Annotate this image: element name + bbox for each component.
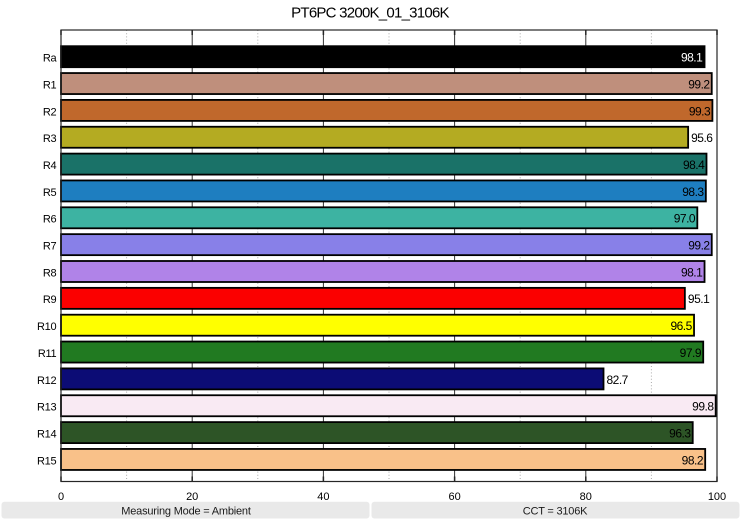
svg-text:97.0: 97.0 [674, 212, 696, 226]
svg-text:20: 20 [186, 491, 198, 503]
svg-text:Ra: Ra [43, 53, 58, 65]
svg-text:100: 100 [708, 491, 726, 503]
svg-text:R2: R2 [43, 106, 57, 118]
svg-text:R9: R9 [43, 294, 57, 306]
svg-text:99.3: 99.3 [689, 104, 711, 118]
svg-text:98.2: 98.2 [682, 453, 704, 467]
svg-text:R6: R6 [43, 214, 57, 226]
svg-text:97.9: 97.9 [680, 346, 702, 360]
svg-text:99.2: 99.2 [688, 239, 710, 253]
svg-text:CCT = 3106K: CCT = 3106K [523, 506, 588, 518]
svg-text:R14: R14 [37, 429, 56, 441]
svg-text:98.1: 98.1 [681, 265, 703, 279]
svg-text:80: 80 [580, 491, 592, 503]
svg-text:40: 40 [317, 491, 329, 503]
svg-text:R15: R15 [37, 455, 56, 467]
svg-text:99.2: 99.2 [688, 78, 710, 92]
svg-text:60: 60 [448, 491, 460, 503]
svg-text:95.1: 95.1 [688, 292, 710, 306]
svg-text:R1: R1 [43, 80, 57, 92]
svg-text:R5: R5 [43, 187, 57, 199]
svg-text:R11: R11 [38, 348, 57, 360]
svg-text:0: 0 [58, 491, 64, 503]
svg-text:PT6PC 3200K_01_3106K: PT6PC 3200K_01_3106K [291, 5, 449, 22]
svg-text:Measuring Mode = Ambient: Measuring Mode = Ambient [121, 506, 251, 518]
svg-text:96.5: 96.5 [670, 319, 692, 333]
svg-text:R8: R8 [43, 267, 57, 279]
svg-text:R12: R12 [37, 375, 56, 387]
svg-text:98.3: 98.3 [682, 185, 704, 199]
svg-text:96.3: 96.3 [669, 427, 691, 441]
svg-text:95.6: 95.6 [691, 131, 713, 145]
svg-text:R3: R3 [43, 133, 57, 145]
svg-text:R10: R10 [37, 321, 56, 333]
svg-text:R4: R4 [43, 160, 57, 172]
svg-text:R13: R13 [37, 402, 56, 414]
svg-text:82.7: 82.7 [607, 373, 629, 387]
svg-text:98.4: 98.4 [683, 158, 705, 172]
svg-text:98.1: 98.1 [681, 51, 703, 65]
svg-text:R7: R7 [43, 241, 57, 253]
svg-text:99.8: 99.8 [692, 400, 714, 414]
